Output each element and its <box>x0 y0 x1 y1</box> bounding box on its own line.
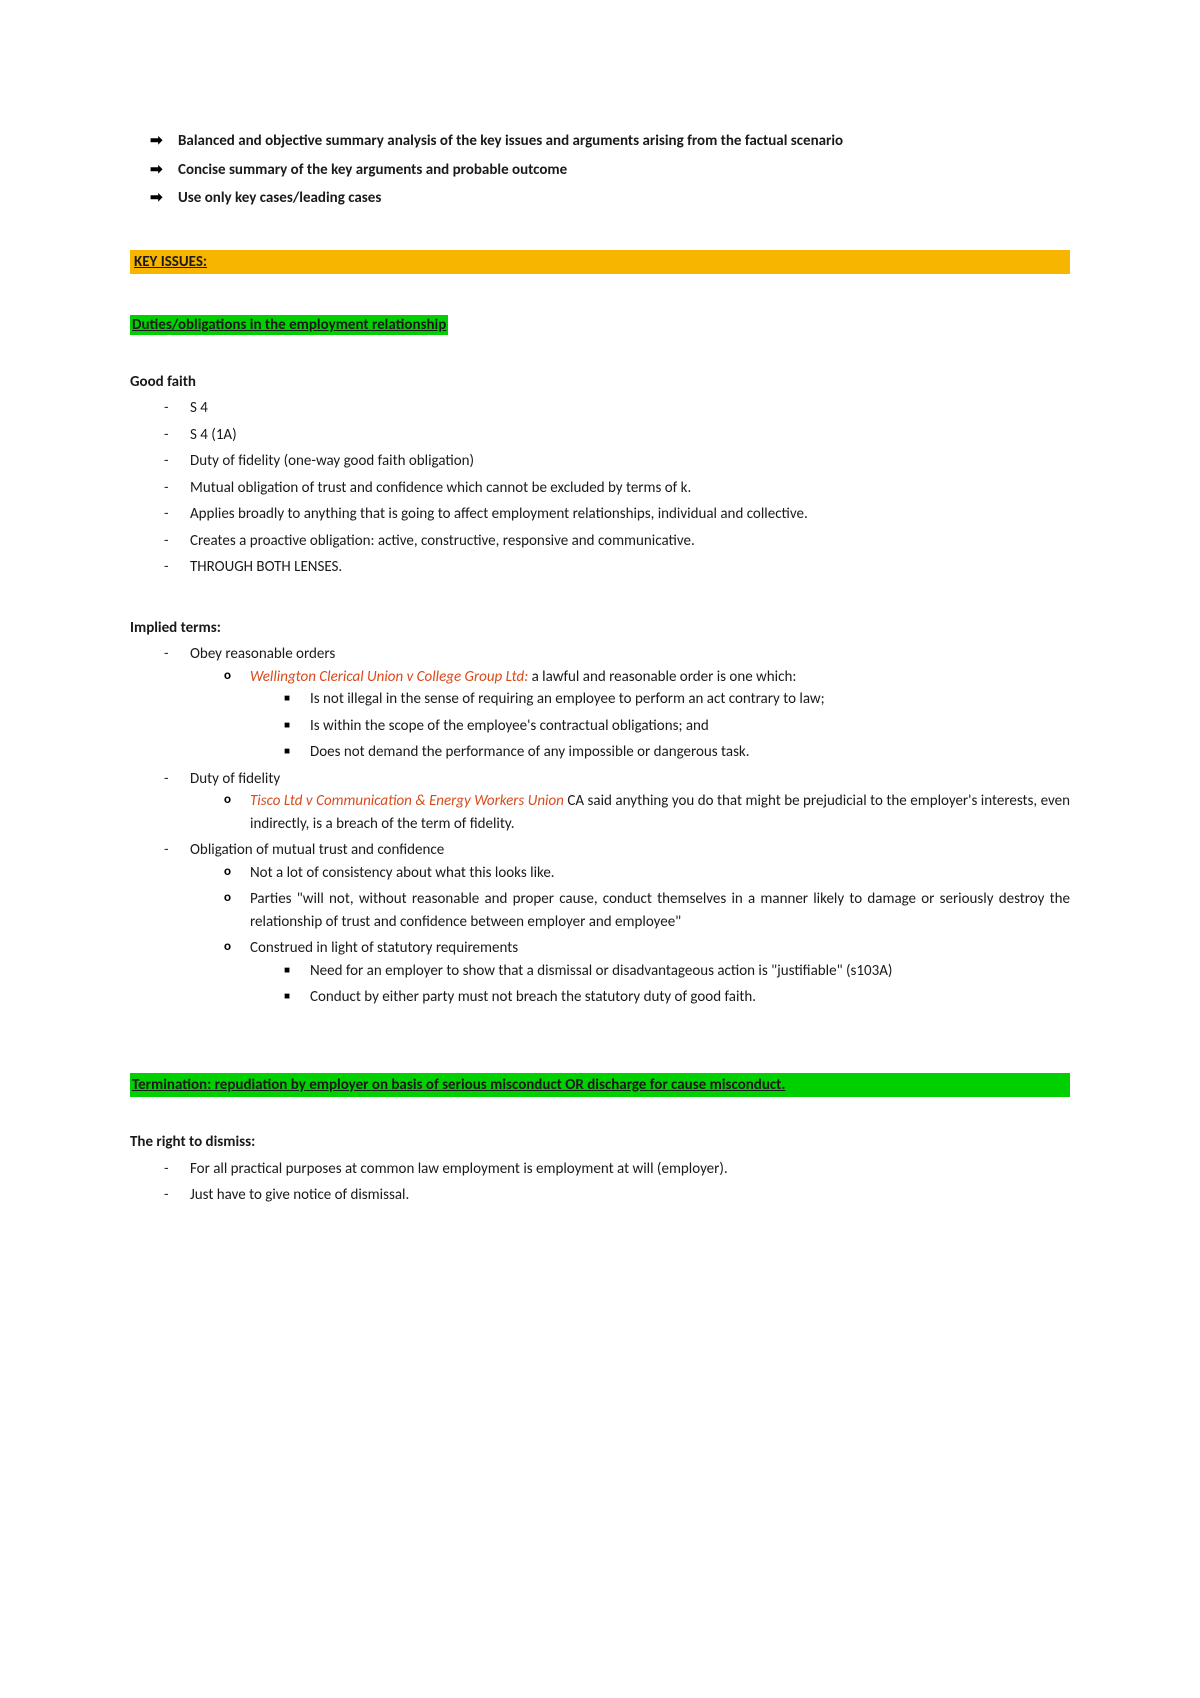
list-item-construed: Construed in light of statutory requirem… <box>220 937 1070 1009</box>
list-item: Mutual obligation of trust and confidenc… <box>160 477 1070 500</box>
key-issues-heading: KEY ISSUES: <box>132 252 209 272</box>
case-citation: Tisco Ltd v Communication & Energy Worke… <box>250 792 564 810</box>
implied-terms-list: Obey reasonable orders Wellington Cleric… <box>160 643 1070 1009</box>
section-termination: Termination: repudiation by employer on … <box>130 1073 1070 1098</box>
intro-bullet: Use only key cases/leading cases <box>150 187 1070 210</box>
intro-bullet-list: Balanced and objective summary analysis … <box>150 130 1070 210</box>
section-duties-title: Duties/obligations in the employment rel… <box>130 315 448 335</box>
list-item: Does not demand the performance of any i… <box>280 741 1070 764</box>
list-item: For all practical purposes at common law… <box>160 1158 1070 1181</box>
obey-sublist: Wellington Clerical Union v College Grou… <box>220 666 1070 764</box>
right-to-dismiss-list: For all practical purposes at common law… <box>160 1158 1070 1207</box>
list-item: S 4 <box>160 397 1070 420</box>
list-item: Not a lot of consistency about what this… <box>220 862 1070 885</box>
section-duties: Duties/obligations in the employment rel… <box>130 314 1070 337</box>
obey-case-item: Wellington Clerical Union v College Grou… <box>220 666 1070 764</box>
list-item-mutual: Obligation of mutual trust and confidenc… <box>160 839 1070 1009</box>
construed-label: Construed in light of statutory requirem… <box>250 939 518 957</box>
document-page: Balanced and objective summary analysis … <box>0 0 1200 1698</box>
section-termination-title: Termination: repudiation by employer on … <box>130 1073 1070 1098</box>
list-item: Duty of fidelity (one-way good faith obl… <box>160 450 1070 473</box>
implied-terms-heading: Implied terms: <box>130 617 1070 640</box>
good-faith-heading: Good faith <box>130 371 1070 394</box>
intro-bullet: Balanced and objective summary analysis … <box>150 130 1070 153</box>
list-item: Is not illegal in the sense of requiring… <box>280 688 1070 711</box>
right-to-dismiss-heading: The right to dismiss: <box>130 1131 1070 1154</box>
case-citation: Wellington Clerical Union v College Grou… <box>250 668 528 686</box>
list-item: THROUGH BOTH LENSES. <box>160 556 1070 579</box>
obey-square-list: Is not illegal in the sense of requiring… <box>280 688 1070 764</box>
list-item: Creates a proactive obligation: active, … <box>160 530 1070 553</box>
list-item-fidelity: Duty of fidelity Tisco Ltd v Communicati… <box>160 768 1070 836</box>
list-item: Conduct by either party must not breach … <box>280 986 1070 1009</box>
obey-case-tail: a lawful and reasonable order is one whi… <box>528 668 796 686</box>
list-item: Is within the scope of the employee's co… <box>280 715 1070 738</box>
fidelity-label: Duty of fidelity <box>190 770 280 788</box>
mutual-sublist: Not a lot of consistency about what this… <box>220 862 1070 1009</box>
list-item-obey: Obey reasonable orders Wellington Cleric… <box>160 643 1070 764</box>
list-item: Need for an employer to show that a dism… <box>280 960 1070 983</box>
intro-bullet: Concise summary of the key arguments and… <box>150 159 1070 182</box>
list-item: Applies broadly to anything that is goin… <box>160 503 1070 526</box>
obey-label: Obey reasonable orders <box>190 645 335 663</box>
fidelity-sublist: Tisco Ltd v Communication & Energy Worke… <box>220 790 1070 835</box>
fidelity-case-item: Tisco Ltd v Communication & Energy Worke… <box>220 790 1070 835</box>
list-item: S 4 (1A) <box>160 424 1070 447</box>
good-faith-list: S 4 S 4 (1A) Duty of fidelity (one-way g… <box>160 397 1070 579</box>
list-item: Parties "will not, without reasonable an… <box>220 888 1070 933</box>
mutual-label: Obligation of mutual trust and confidenc… <box>190 841 444 859</box>
construed-square-list: Need for an employer to show that a dism… <box>280 960 1070 1009</box>
key-issues-heading-wrap: KEY ISSUES: <box>130 250 1070 275</box>
list-item: Just have to give notice of dismissal. <box>160 1184 1070 1207</box>
